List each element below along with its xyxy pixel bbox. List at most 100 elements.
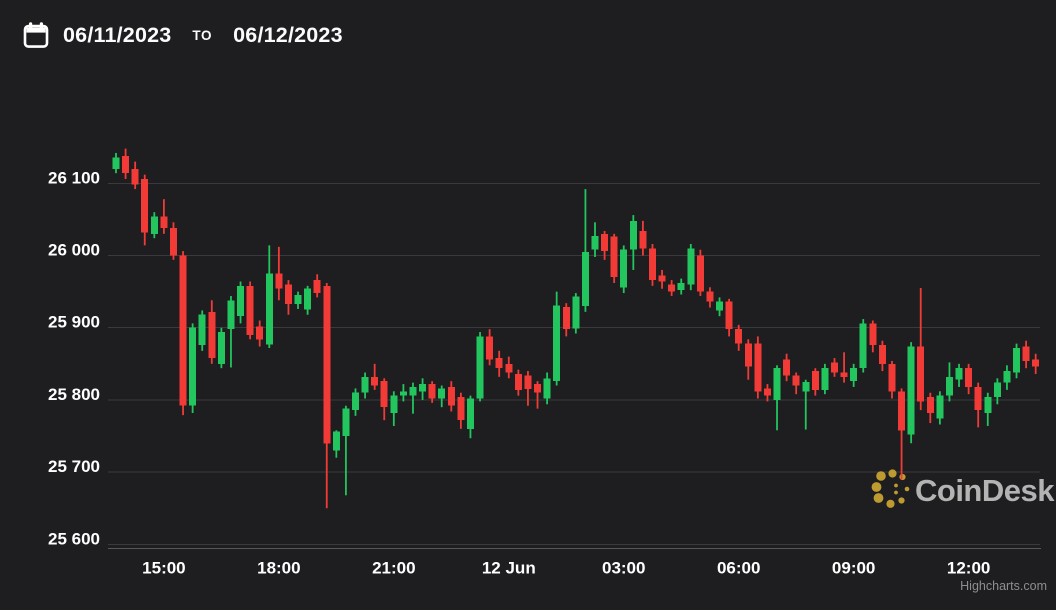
- candle[interactable]: [601, 230, 609, 260]
- candle[interactable]: [610, 233, 618, 283]
- candle[interactable]: [352, 388, 359, 416]
- candle[interactable]: [811, 368, 819, 396]
- candle[interactable]: [763, 384, 771, 402]
- candle[interactable]: [984, 392, 992, 426]
- candle[interactable]: [725, 298, 733, 337]
- candle[interactable]: [466, 395, 474, 439]
- candle[interactable]: [821, 363, 829, 395]
- candle[interactable]: [936, 391, 944, 425]
- candle[interactable]: [112, 152, 120, 174]
- candle[interactable]: [1022, 340, 1030, 369]
- candle[interactable]: [735, 324, 743, 351]
- candle[interactable]: [840, 352, 848, 383]
- candle[interactable]: [677, 278, 685, 295]
- candle[interactable]: [169, 222, 177, 260]
- candle[interactable]: [150, 212, 158, 239]
- candle[interactable]: [945, 362, 953, 402]
- candle[interactable]: [390, 391, 398, 426]
- candle[interactable]: [620, 245, 628, 294]
- candle[interactable]: [1032, 353, 1040, 374]
- candle[interactable]: [888, 360, 896, 399]
- candle[interactable]: [505, 356, 513, 379]
- candle[interactable]: [486, 329, 494, 366]
- candle[interactable]: [639, 220, 647, 256]
- candle[interactable]: [878, 340, 886, 372]
- candle[interactable]: [648, 243, 656, 286]
- date-to[interactable]: 06/12/2023: [233, 22, 343, 47]
- candle[interactable]: [514, 369, 522, 396]
- candle[interactable]: [792, 372, 800, 395]
- candle[interactable]: [131, 161, 139, 190]
- candle[interactable]: [141, 174, 149, 246]
- candle[interactable]: [524, 371, 532, 406]
- candle[interactable]: [256, 320, 264, 347]
- candle[interactable]: [428, 381, 436, 403]
- candle[interactable]: [447, 381, 455, 412]
- candle[interactable]: [227, 295, 235, 368]
- candle[interactable]: [898, 388, 906, 480]
- candle[interactable]: [1003, 365, 1011, 390]
- date-from[interactable]: 06/11/2023: [63, 22, 172, 47]
- candle[interactable]: [965, 363, 973, 395]
- candle[interactable]: [955, 363, 963, 387]
- candle[interactable]: [687, 243, 695, 291]
- candle[interactable]: [313, 274, 321, 298]
- candle[interactable]: [773, 365, 781, 431]
- candle[interactable]: [696, 249, 704, 296]
- candle[interactable]: [543, 372, 551, 405]
- candle[interactable]: [754, 336, 762, 399]
- candle[interactable]: [907, 342, 915, 444]
- candle[interactable]: [361, 372, 369, 399]
- candle[interactable]: [323, 282, 331, 509]
- candle[interactable]: [974, 382, 982, 428]
- candle[interactable]: [189, 323, 197, 413]
- candle[interactable]: [476, 332, 484, 402]
- candle[interactable]: [831, 358, 838, 377]
- candle[interactable]: [371, 363, 379, 390]
- candle[interactable]: [332, 430, 340, 458]
- candle[interactable]: [706, 287, 714, 308]
- candle[interactable]: [399, 384, 407, 402]
- candle[interactable]: [438, 385, 446, 408]
- candle[interactable]: [716, 297, 724, 317]
- candle[interactable]: [591, 222, 599, 257]
- candle[interactable]: [668, 280, 676, 296]
- candle[interactable]: [342, 405, 350, 496]
- candle[interactable]: [179, 251, 187, 416]
- candle[interactable]: [284, 280, 292, 315]
- candle[interactable]: [409, 382, 417, 414]
- candle[interactable]: [275, 246, 283, 301]
- candle[interactable]: [122, 148, 130, 179]
- candle[interactable]: [658, 269, 666, 289]
- candle[interactable]: [1013, 343, 1021, 379]
- candle[interactable]: [380, 378, 388, 421]
- candle[interactable]: [629, 215, 637, 270]
- candle[interactable]: [744, 339, 752, 380]
- candle[interactable]: [802, 379, 810, 430]
- candle[interactable]: [850, 363, 858, 387]
- candle[interactable]: [246, 281, 254, 340]
- candle[interactable]: [553, 291, 561, 386]
- candle[interactable]: [926, 392, 934, 424]
- candle[interactable]: [859, 319, 867, 373]
- candle[interactable]: [993, 378, 1001, 405]
- highcharts-credit[interactable]: Highcharts.com: [960, 579, 1047, 593]
- candle[interactable]: [562, 303, 570, 337]
- candle[interactable]: [217, 327, 225, 369]
- candle[interactable]: [198, 310, 206, 351]
- candle[interactable]: [265, 245, 273, 348]
- calendar-icon[interactable]: [22, 21, 50, 49]
- candle[interactable]: [534, 381, 542, 409]
- candle[interactable]: [495, 350, 503, 377]
- candle[interactable]: [208, 300, 216, 364]
- candle[interactable]: [294, 291, 302, 309]
- candle[interactable]: [419, 378, 427, 400]
- candle[interactable]: [783, 353, 791, 382]
- candle[interactable]: [917, 288, 925, 411]
- candle[interactable]: [237, 281, 245, 324]
- candle[interactable]: [572, 293, 580, 334]
- candle[interactable]: [581, 189, 589, 312]
- candle[interactable]: [160, 199, 168, 234]
- candle[interactable]: [304, 285, 312, 315]
